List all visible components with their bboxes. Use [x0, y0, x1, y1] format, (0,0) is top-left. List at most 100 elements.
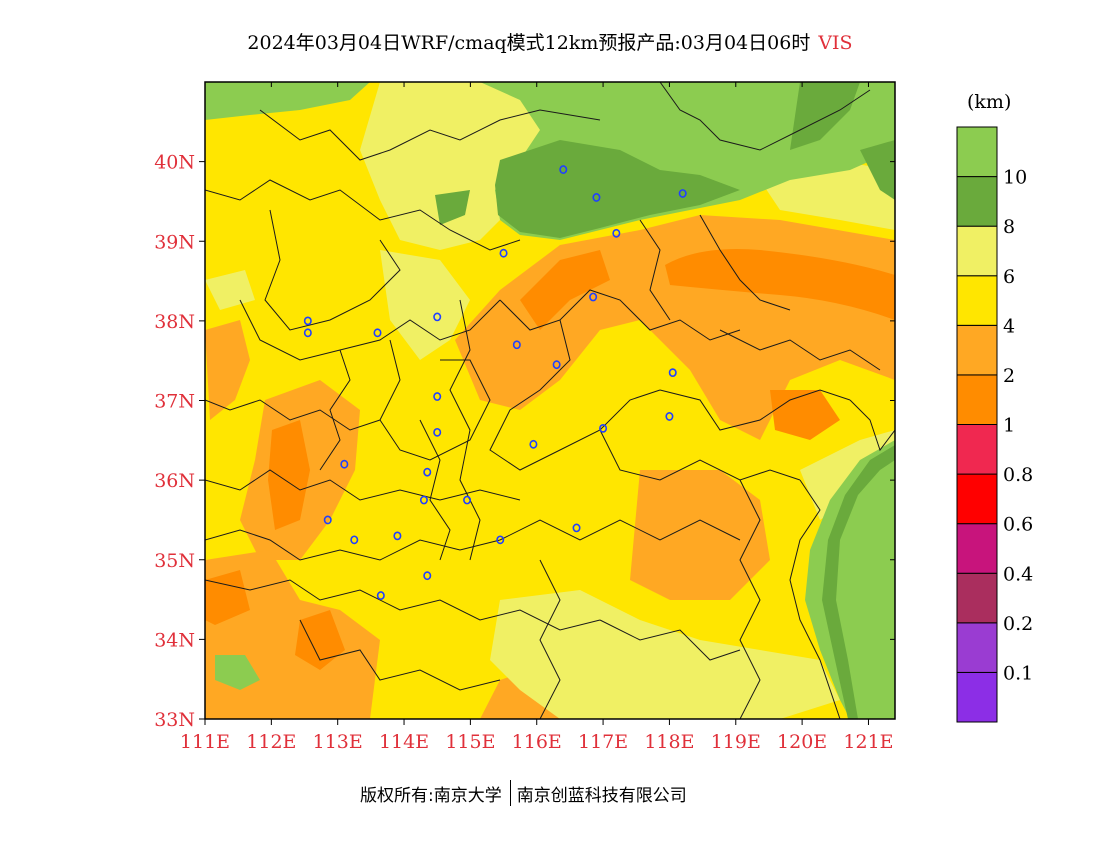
region-8-10km-ne	[790, 82, 860, 150]
lat-tick-label: 36N	[154, 470, 195, 492]
region-1-2km-baoding	[520, 250, 610, 330]
region-6-8km-north	[360, 82, 540, 250]
region-1-2km-north	[665, 249, 895, 320]
legend-label: 6	[1003, 266, 1015, 288]
colorbar: (km) 0.1 0.2 0.4 0.6 0.8 1 2 4 6 8 10	[956, 91, 1033, 723]
legend-swatch	[956, 473, 998, 525]
city-station-marker	[572, 523, 581, 533]
company-text: 南京创蓝科技有限公司	[516, 785, 687, 806]
legend-label: 2	[1003, 365, 1015, 387]
city-station-marker	[496, 535, 505, 545]
city-station-marker	[433, 392, 442, 401]
lat-tick-label: 34N	[154, 629, 195, 651]
legend-label: 0.6	[1003, 514, 1033, 536]
legend-swatch	[956, 225, 998, 277]
region-1-2km-shandong	[770, 390, 840, 440]
region-6-8km-west	[205, 270, 255, 310]
city-station-marker	[552, 360, 561, 370]
region-8-10km-west	[435, 190, 470, 225]
lat-tick-label: 38N	[154, 311, 195, 333]
city-station-marker	[668, 368, 677, 378]
lat-tick-label: 35N	[154, 550, 195, 572]
region-8-10km-coast-n	[860, 140, 895, 200]
city-station-marker	[433, 427, 442, 437]
footer: 版权所有:南京大学 南京创蓝科技有限公司	[360, 780, 687, 806]
city-station-marker	[592, 193, 601, 202]
lat-tick-label: 39N	[154, 231, 195, 253]
lon-tick-label: 120E	[777, 731, 827, 753]
legend-swatch	[956, 324, 998, 376]
city-station-marker	[612, 228, 621, 238]
city-station-marker	[589, 292, 598, 302]
lat-tick-label: 33N	[154, 709, 195, 731]
city-station-marker	[303, 316, 312, 326]
city-station-marker	[529, 439, 538, 449]
city-station-marker	[340, 459, 349, 469]
legend-label: 4	[1003, 315, 1015, 337]
lon-tick-label: 111E	[180, 731, 230, 753]
city-station-marker	[303, 328, 312, 338]
legend-swatch	[956, 424, 998, 475]
legend-swatch	[956, 374, 998, 425]
city-station-marker	[393, 531, 402, 541]
lon-tick-label: 116E	[512, 731, 562, 753]
lat-tick-label: 37N	[154, 391, 195, 413]
city-station-marker	[323, 515, 332, 525]
region-gt10km-nw	[205, 82, 370, 120]
lon-tick-label: 118E	[644, 731, 694, 753]
lon-tick-label: 112E	[246, 731, 296, 753]
city-station-marker	[678, 189, 687, 198]
axis-ticks: 111E 112E 113E 114E 115E 116E 117E 118E 119E 120E…	[154, 82, 895, 753]
city-station-marker	[376, 591, 385, 600]
legend-swatch	[956, 622, 998, 673]
lon-tick-label: 117E	[578, 731, 628, 753]
map-fill	[205, 82, 895, 719]
region-2-4km-southeast	[630, 470, 770, 600]
title-main: 2024年03月04日WRF/cmaq模式12km预报产品:03月04日06时	[247, 32, 811, 54]
region-1-2km-sw	[295, 610, 345, 670]
legend-unit: (km)	[967, 91, 1011, 113]
city-station-marker	[373, 328, 382, 338]
legend-label: 10	[1003, 167, 1027, 189]
legend-swatch	[956, 176, 998, 227]
city-station-marker	[433, 312, 442, 322]
city-station-marker	[463, 495, 472, 505]
copyright-text: 版权所有:南京大学	[360, 785, 502, 806]
legend-swatch	[956, 671, 998, 723]
legend-swatch	[956, 275, 998, 326]
city-station-marker	[350, 535, 359, 545]
footer-separator	[509, 780, 511, 806]
region-6-8km-central	[380, 250, 470, 360]
city-station-marker	[559, 165, 568, 174]
region-1-2km-west2	[205, 570, 250, 625]
city-station-marker	[599, 423, 608, 433]
region-gt10km-sea	[805, 440, 895, 719]
admin-borders	[205, 82, 895, 719]
lon-tick-label: 113E	[313, 731, 363, 753]
region-gt10km-sw	[215, 655, 260, 690]
region-6-8km-south	[490, 590, 840, 719]
city-station-marker	[665, 412, 674, 421]
legend-swatch	[956, 126, 998, 178]
lon-tick-label: 114E	[379, 731, 429, 753]
lon-tick-label: 115E	[445, 731, 495, 753]
title-variable: VIS	[818, 32, 853, 54]
legend-label: 0.1	[1003, 662, 1033, 684]
legend-label: 0.8	[1003, 464, 1033, 486]
lat-tick-label: 40N	[154, 152, 195, 174]
legend-swatch	[956, 572, 998, 624]
legend-label: 0.4	[1003, 563, 1033, 585]
legend-label: 8	[1003, 216, 1015, 238]
region-8-10km-north	[495, 140, 740, 238]
region-2-4km-west	[205, 320, 250, 420]
lon-tick-label: 121E	[843, 731, 893, 753]
region-1-2km-shanxi	[268, 420, 310, 530]
lon-tick-label: 119E	[711, 731, 761, 753]
city-station-marker	[512, 340, 521, 350]
region-6-8km-east	[800, 430, 895, 520]
legend-label: 0.2	[1003, 613, 1033, 635]
city-station-marker	[423, 467, 432, 477]
city-station-marker	[423, 571, 432, 581]
legend-label: 1	[1003, 415, 1015, 437]
